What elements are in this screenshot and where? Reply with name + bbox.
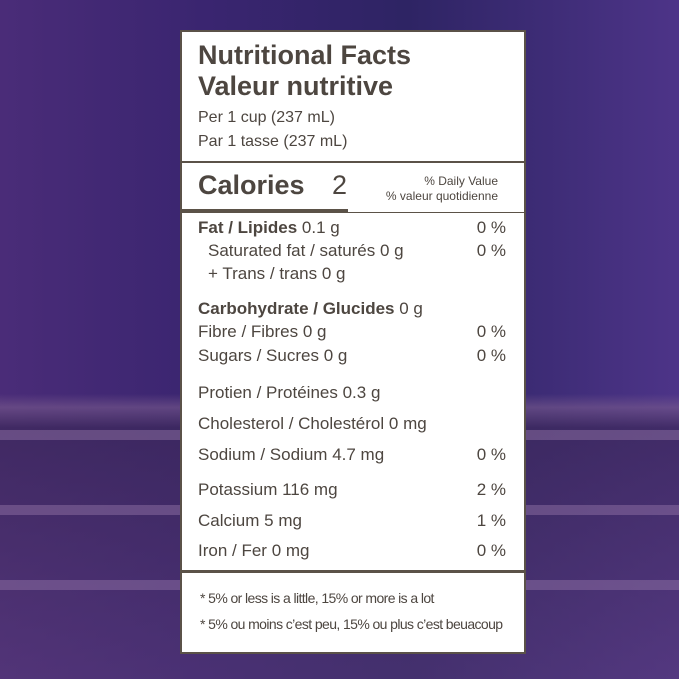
- nutrient-row: Potassium 116 mg: [198, 480, 338, 500]
- nutrient-name: Protien / Protéines: [198, 383, 338, 402]
- nutrient-amount: 0 g: [321, 264, 346, 283]
- calories-label: Calories: [198, 170, 305, 200]
- title: Nutritional Facts: [198, 40, 412, 70]
- nutrient-amount: 5 mg: [264, 511, 302, 530]
- nutrient-name: Fibre / Fibres: [198, 322, 299, 341]
- footnote: * 5% or less is a little, 15% or more is…: [200, 590, 434, 606]
- daily-value: % Daily Value: [424, 174, 498, 188]
- nutrient-name: Saturated fat / saturés: [208, 241, 376, 260]
- divider: [182, 212, 524, 213]
- daily-percent: 0 %: [476, 346, 506, 365]
- nutrient-name: Sodium / Sodium: [198, 445, 328, 464]
- daily-value: % valeur quotidienne: [385, 189, 498, 203]
- divider: [182, 161, 524, 163]
- divider: [182, 570, 524, 573]
- nutrient-name: Fat / Lipides: [198, 218, 298, 237]
- nutrient-row: + Trans / trans 0 g: [208, 264, 346, 284]
- subtitle: Valeur nutritive: [198, 71, 394, 101]
- daily-percent: 0 %: [476, 322, 506, 341]
- nutrient-amount: 0 g: [380, 241, 404, 260]
- nutrient-amount: 0 g: [399, 299, 423, 318]
- nutrient-name: Potassium: [198, 480, 278, 499]
- nutrient-name: Calcium: [198, 511, 260, 530]
- nutrient-name: Carbohydrate / Glucides: [198, 299, 395, 318]
- nutrient-amount: 0 mg: [388, 414, 427, 433]
- nutrient-row: Sugars / Sucres 0 g: [198, 346, 347, 366]
- daily-percent: 0 %: [476, 541, 506, 560]
- nutrient-name: Sugars / Sucres: [198, 346, 319, 365]
- nutrient-amount: 4.7 mg: [332, 445, 385, 464]
- nutrient-name: + Trans / trans: [208, 264, 318, 283]
- nutrient-row: Sodium / Sodium 4.7 mg: [198, 445, 384, 465]
- serving: Par 1 tasse (237 mL): [198, 133, 348, 150]
- nutrient-amount: 0 g: [323, 346, 348, 365]
- nutrition-label: Nutritional Facts Valeur nutritive Per 1…: [180, 30, 526, 654]
- nutrient-name: Iron / Fer: [198, 541, 267, 560]
- daily-percent: 0 %: [476, 218, 506, 237]
- nutrient-row: Fibre / Fibres 0 g: [198, 322, 327, 342]
- nutrient-name: Cholesterol / Cholestérol: [198, 414, 385, 433]
- nutrient-row: Saturated fat / saturés 0 g: [208, 241, 404, 261]
- footnote: * 5% ou moins c’est peu, 15% ou plus c’e…: [200, 616, 503, 632]
- nutrient-amount: 0.3 g: [342, 383, 381, 402]
- nutrient-row: Calcium 5 mg: [198, 511, 302, 531]
- calories-value: 2: [332, 170, 348, 200]
- nutrient-row: Cholesterol / Cholestérol 0 mg: [198, 414, 427, 434]
- daily-percent: 2 %: [476, 480, 506, 499]
- nutrient-row: Fat / Lipides 0.1 g: [198, 218, 340, 238]
- nutrient-amount: 116 mg: [282, 480, 338, 499]
- daily-percent: 1 %: [476, 511, 506, 530]
- nutrient-amount: 0.1 g: [301, 218, 340, 237]
- nutrient-amount: 0 mg: [271, 541, 310, 560]
- daily-percent: 0 %: [476, 445, 506, 464]
- divider: [182, 209, 348, 213]
- nutrient-amount: 0 g: [302, 322, 327, 341]
- nutrient-row: Iron / Fer 0 mg: [198, 541, 310, 561]
- daily-percent: 0 %: [476, 241, 506, 260]
- nutrient-row: Protien / Protéines 0.3 g: [198, 383, 380, 403]
- serving: Per 1 cup (237 mL): [198, 109, 335, 126]
- nutrient-row: Carbohydrate / Glucides 0 g: [198, 299, 423, 319]
